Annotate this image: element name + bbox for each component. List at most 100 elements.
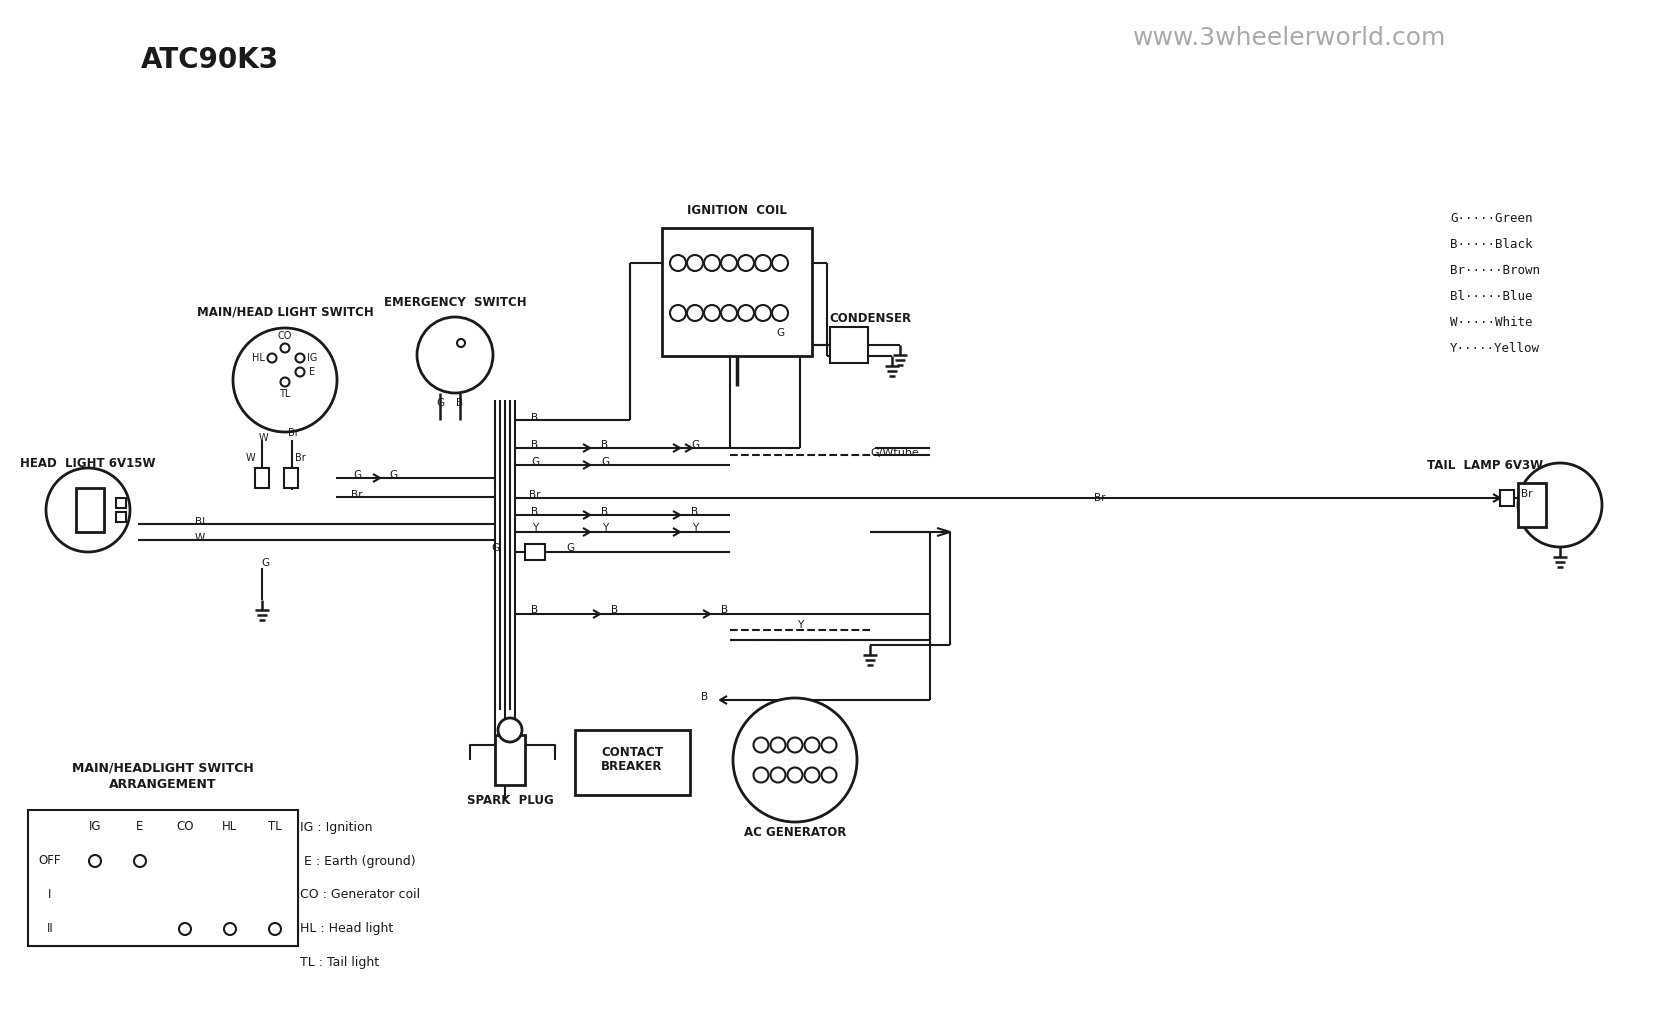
- Circle shape: [498, 718, 521, 742]
- Text: Bl: Bl: [195, 517, 205, 527]
- Circle shape: [89, 855, 101, 867]
- Text: Y: Y: [531, 523, 538, 533]
- Bar: [116, 498, 126, 508]
- Text: W: W: [195, 533, 205, 543]
- Text: E : Earth (ground): E : Earth (ground): [300, 855, 415, 867]
- Circle shape: [821, 737, 836, 753]
- Text: IG: IG: [306, 353, 318, 363]
- Circle shape: [687, 305, 703, 321]
- Circle shape: [770, 737, 784, 753]
- Bar: [76, 488, 104, 532]
- Text: IG: IG: [89, 821, 101, 833]
- Circle shape: [1518, 463, 1600, 547]
- Text: Br: Br: [288, 428, 298, 438]
- Bar: [495, 735, 525, 785]
- Text: G·····Green: G·····Green: [1450, 211, 1531, 225]
- Text: TL: TL: [268, 821, 281, 833]
- Circle shape: [295, 354, 305, 363]
- Circle shape: [755, 305, 771, 321]
- Text: Y: Y: [692, 523, 698, 533]
- Text: B: B: [531, 440, 538, 450]
- Text: Br: Br: [295, 453, 305, 463]
- Bar: [662, 228, 811, 356]
- Text: II: II: [46, 923, 53, 935]
- Text: I: I: [48, 889, 51, 901]
- Text: MAIN/HEADLIGHT SWITCH: MAIN/HEADLIGHT SWITCH: [73, 762, 253, 774]
- Text: MAIN/HEAD LIGHT SWITCH: MAIN/HEAD LIGHT SWITCH: [197, 305, 372, 319]
- Text: G: G: [261, 558, 268, 568]
- Text: G: G: [776, 328, 783, 338]
- Bar: [255, 468, 268, 488]
- Text: HL: HL: [252, 353, 265, 363]
- Text: G: G: [490, 543, 498, 553]
- Bar: [1499, 490, 1513, 506]
- Circle shape: [720, 305, 736, 321]
- Text: B: B: [531, 507, 538, 517]
- Text: BREAKER: BREAKER: [601, 760, 662, 772]
- Text: B: B: [457, 398, 463, 408]
- Text: G/Wtube: G/Wtube: [871, 448, 919, 458]
- Bar: [116, 512, 126, 522]
- Text: G: G: [353, 470, 361, 480]
- Text: CONDENSER: CONDENSER: [829, 311, 910, 325]
- Text: SPARK  PLUG: SPARK PLUG: [467, 794, 553, 806]
- Text: W: W: [258, 433, 268, 443]
- Circle shape: [457, 339, 465, 347]
- Circle shape: [788, 737, 803, 753]
- Circle shape: [280, 377, 290, 387]
- Text: Br: Br: [1094, 493, 1106, 503]
- Circle shape: [753, 767, 768, 783]
- Text: G: G: [601, 457, 609, 467]
- Text: CO : Generator coil: CO : Generator coil: [300, 889, 420, 901]
- Text: B: B: [601, 440, 607, 450]
- Circle shape: [755, 255, 771, 271]
- Text: G: G: [690, 440, 698, 450]
- Text: ARRANGEMENT: ARRANGEMENT: [109, 777, 217, 791]
- Text: ATC90K3: ATC90K3: [141, 46, 280, 74]
- Text: TAIL  LAMP 6V3W: TAIL LAMP 6V3W: [1427, 459, 1542, 471]
- Text: G: G: [435, 398, 444, 408]
- Text: Y: Y: [796, 620, 803, 630]
- Text: W: W: [245, 453, 255, 463]
- Text: G: G: [566, 543, 574, 553]
- Circle shape: [703, 305, 720, 321]
- Text: G: G: [531, 457, 540, 467]
- Text: Br: Br: [530, 490, 541, 500]
- Text: B: B: [702, 692, 708, 702]
- Bar: [283, 468, 298, 488]
- Text: TL: TL: [280, 389, 291, 399]
- Bar: [829, 327, 867, 363]
- Text: B: B: [692, 507, 698, 517]
- Text: www.3wheelerworld.com: www.3wheelerworld.com: [1132, 26, 1446, 49]
- Circle shape: [804, 767, 819, 783]
- Text: HEAD  LIGHT 6V15W: HEAD LIGHT 6V15W: [20, 457, 156, 469]
- Text: EMERGENCY  SWITCH: EMERGENCY SWITCH: [384, 296, 526, 308]
- Circle shape: [670, 255, 685, 271]
- Circle shape: [223, 923, 237, 935]
- Text: E: E: [309, 367, 314, 377]
- Circle shape: [280, 343, 290, 353]
- Bar: [574, 730, 690, 795]
- Circle shape: [268, 354, 276, 363]
- Circle shape: [738, 305, 753, 321]
- Bar: [28, 810, 298, 946]
- Text: G: G: [389, 470, 397, 480]
- Text: B: B: [531, 413, 538, 423]
- Text: Br: Br: [351, 490, 362, 500]
- Circle shape: [670, 305, 685, 321]
- Text: Bl·····Blue: Bl·····Blue: [1450, 290, 1531, 302]
- Text: B: B: [601, 507, 607, 517]
- Text: IGNITION  COIL: IGNITION COIL: [687, 203, 786, 217]
- Text: B: B: [722, 605, 728, 616]
- Text: AC GENERATOR: AC GENERATOR: [743, 826, 846, 838]
- Text: B: B: [611, 605, 619, 616]
- Circle shape: [134, 855, 146, 867]
- Circle shape: [268, 923, 281, 935]
- Text: Br: Br: [1521, 489, 1533, 499]
- Text: CO: CO: [278, 331, 291, 341]
- Circle shape: [770, 767, 784, 783]
- Text: CO: CO: [175, 821, 194, 833]
- Bar: [525, 544, 544, 560]
- Circle shape: [295, 367, 305, 376]
- Circle shape: [771, 255, 788, 271]
